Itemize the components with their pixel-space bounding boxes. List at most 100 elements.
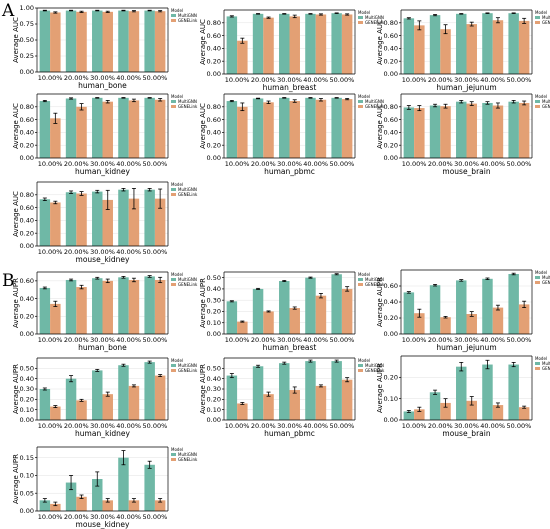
bar-multignn bbox=[429, 285, 441, 334]
y-tick-label: 0.80 bbox=[20, 191, 34, 199]
legend-entry: MultiGNN bbox=[178, 99, 197, 104]
bar-genelink bbox=[128, 385, 140, 420]
bar-genelink bbox=[76, 496, 87, 511]
bar-genelink bbox=[440, 29, 451, 74]
bar-multignn bbox=[482, 278, 493, 334]
bar-multignn bbox=[331, 13, 342, 74]
bar-multignn bbox=[456, 13, 467, 74]
y-tick-label: 0.80 bbox=[20, 103, 34, 111]
bar-genelink bbox=[154, 198, 166, 246]
x-tick-label: 20.00% bbox=[64, 513, 89, 521]
bar-multignn bbox=[39, 101, 51, 158]
x-tick-label: 20.00% bbox=[251, 76, 276, 84]
bar-multignn bbox=[144, 276, 155, 334]
y-tick-label: 0.40 bbox=[20, 295, 34, 303]
y-tick-label: 0.20 bbox=[20, 141, 34, 149]
y-tick-label: 0.30 bbox=[207, 385, 221, 393]
y-tick-label: 0.00 bbox=[20, 154, 34, 162]
legend-entry: MultiGNN bbox=[542, 275, 550, 280]
legend-swatch bbox=[358, 278, 363, 281]
y-tick-label: 0.10 bbox=[207, 319, 221, 327]
y-tick-label: 0.00 bbox=[20, 507, 34, 515]
legend-swatch bbox=[535, 362, 540, 365]
y-tick-label: 0.60 bbox=[207, 32, 221, 40]
x-tick-label: 10.00% bbox=[225, 160, 250, 168]
bar-genelink bbox=[237, 403, 248, 420]
x-axis-label: human_jejunum bbox=[436, 83, 496, 92]
x-tick-label: 50.00% bbox=[143, 248, 168, 256]
y-tick-label: 0.00 bbox=[207, 70, 221, 78]
bar-multignn bbox=[482, 102, 493, 158]
y-tick-label: 0.50 bbox=[207, 365, 221, 373]
x-tick-label: 40.00% bbox=[480, 160, 505, 168]
y-tick-label: 0.80 bbox=[207, 19, 221, 27]
y-axis-label: Average AUPR bbox=[12, 278, 20, 328]
bar-multignn bbox=[305, 277, 316, 334]
x-tick-label: 40.00% bbox=[116, 336, 141, 344]
legend-swatch bbox=[171, 369, 176, 372]
bar-multignn bbox=[144, 97, 155, 158]
chart-6: 0.00 0.20 0.40 0.60 0.80 10.00% 20.00% 30.00% 40… bbox=[12, 181, 198, 264]
bar-genelink bbox=[492, 105, 504, 158]
bar-genelink bbox=[237, 40, 248, 74]
bar-genelink bbox=[518, 20, 530, 75]
x-tick-label: 40.00% bbox=[480, 422, 505, 430]
chart-2: 0.00 0.20 0.40 0.60 0.80 10.00% 20.00% 30.00% 40… bbox=[376, 9, 550, 92]
legend-title: Model bbox=[535, 94, 547, 99]
legend-entry: GENELink bbox=[178, 457, 198, 462]
x-tick-label: 30.00% bbox=[90, 74, 115, 82]
y-tick-label: 0.75 bbox=[20, 20, 34, 28]
y-tick-label: 1.00 bbox=[20, 4, 34, 12]
y-tick-label: 0.10 bbox=[207, 406, 221, 414]
y-tick-label: 0.25 bbox=[20, 52, 34, 60]
x-tick-label: 30.00% bbox=[454, 160, 479, 168]
legend-title: Model bbox=[171, 8, 183, 13]
legend-entry: MultiGNN bbox=[542, 99, 550, 104]
x-tick-label: 30.00% bbox=[90, 513, 115, 521]
legend-swatch bbox=[358, 21, 363, 24]
y-tick-label: 0.60 bbox=[20, 204, 34, 212]
y-tick-label: 0.00 bbox=[20, 242, 34, 250]
y-tick-label: 0.10 bbox=[20, 406, 34, 414]
bar-genelink bbox=[50, 303, 61, 334]
bar-multignn bbox=[508, 274, 519, 334]
bar-multignn bbox=[331, 97, 342, 158]
y-axis-label: Average AUPR bbox=[376, 277, 384, 327]
bar-multignn bbox=[279, 281, 290, 334]
bar-genelink bbox=[341, 99, 353, 158]
y-tick-label: 0.60 bbox=[384, 282, 398, 290]
legend-entry: MultiGNN bbox=[178, 187, 197, 192]
bar-genelink bbox=[492, 20, 504, 75]
bar-genelink bbox=[128, 279, 140, 334]
bar-multignn bbox=[252, 13, 264, 74]
y-tick-label: 0.20 bbox=[207, 396, 221, 404]
bar-multignn bbox=[403, 411, 415, 420]
bar-genelink bbox=[154, 500, 166, 511]
bar-multignn bbox=[305, 13, 316, 74]
bar-genelink bbox=[466, 400, 477, 420]
x-axis-label: human_pbmc bbox=[264, 429, 315, 438]
bar-genelink bbox=[76, 106, 87, 158]
legend-title: Model bbox=[535, 270, 547, 275]
bar-multignn bbox=[65, 279, 77, 334]
bar-multignn bbox=[92, 278, 103, 334]
bar-multignn bbox=[39, 389, 51, 420]
legend-swatch bbox=[535, 367, 540, 370]
x-tick-label: 10.00% bbox=[38, 74, 63, 82]
legend-entry: MultiGNN bbox=[365, 277, 384, 282]
y-tick-label: 0.80 bbox=[207, 103, 221, 111]
legend-title: Model bbox=[535, 356, 547, 361]
y-tick-label: 0.20 bbox=[207, 141, 221, 149]
chart-0: 0.00 0.25 0.50 0.75 1.00 10.00% 20.00% 30.00% 40… bbox=[12, 4, 198, 90]
x-tick-label: 50.00% bbox=[507, 422, 532, 430]
bar-genelink bbox=[237, 106, 248, 158]
bar-multignn bbox=[252, 98, 264, 158]
x-tick-label: 10.00% bbox=[38, 513, 63, 521]
bar-multignn bbox=[429, 15, 441, 75]
legend-entry: MultiGNN bbox=[365, 363, 384, 368]
legend-swatch bbox=[171, 364, 176, 367]
bar-genelink bbox=[466, 314, 477, 334]
y-tick-label: 0.40 bbox=[207, 375, 221, 383]
y-tick-label: 0.40 bbox=[207, 45, 221, 53]
bar-genelink bbox=[440, 106, 451, 158]
